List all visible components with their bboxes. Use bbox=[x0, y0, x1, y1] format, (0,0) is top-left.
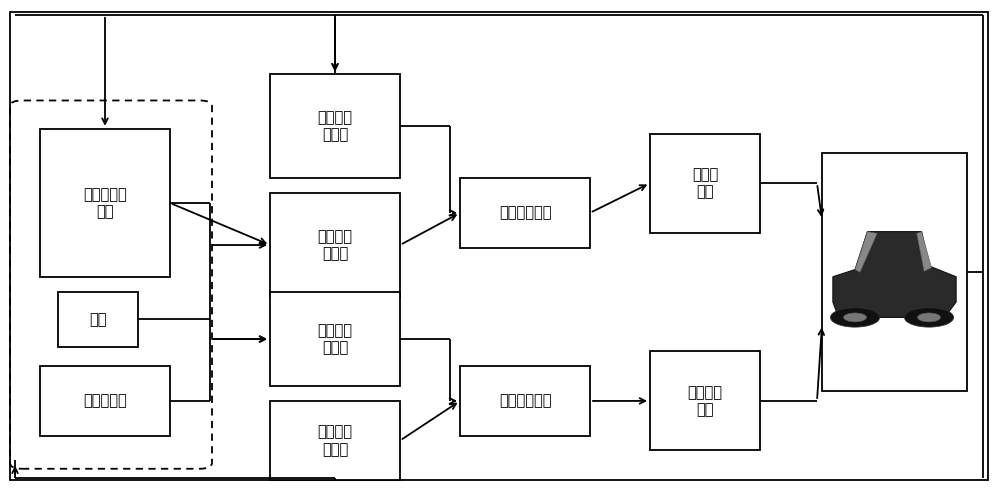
Text: 期望横摆
角速度: 期望横摆 角速度 bbox=[318, 229, 352, 261]
Bar bbox=[40, 129, 170, 277]
Bar bbox=[58, 292, 138, 346]
Bar bbox=[270, 74, 400, 178]
Bar bbox=[270, 193, 400, 297]
Bar bbox=[460, 366, 590, 436]
Polygon shape bbox=[855, 232, 877, 272]
Text: 方向盘转角: 方向盘转角 bbox=[83, 394, 127, 408]
Bar bbox=[650, 134, 760, 233]
Text: 驱动力
分配: 驱动力 分配 bbox=[692, 167, 718, 199]
Text: 修正前轮
转角: 修正前轮 转角 bbox=[688, 385, 723, 417]
Text: 期望质心
侧偏角: 期望质心 侧偏角 bbox=[318, 323, 352, 355]
Text: 实际质心
侧偏角: 实际质心 侧偏角 bbox=[318, 424, 352, 457]
Text: 实际横摆
角速度: 实际横摆 角速度 bbox=[318, 110, 352, 143]
Bar bbox=[270, 401, 400, 480]
Text: 车速: 车速 bbox=[89, 312, 107, 327]
Bar bbox=[460, 178, 590, 248]
Polygon shape bbox=[917, 232, 931, 271]
Bar bbox=[270, 292, 400, 386]
Text: 方向盘转角
速度: 方向盘转角 速度 bbox=[83, 187, 127, 219]
Polygon shape bbox=[833, 232, 956, 322]
Ellipse shape bbox=[844, 313, 867, 322]
Bar bbox=[40, 366, 170, 436]
Text: 前轮附加转角: 前轮附加转角 bbox=[499, 394, 551, 408]
Ellipse shape bbox=[904, 308, 954, 327]
Bar bbox=[822, 153, 967, 391]
Text: 附加横摆力矩: 附加横摆力矩 bbox=[499, 205, 551, 220]
Ellipse shape bbox=[830, 308, 880, 327]
Bar bbox=[650, 351, 760, 450]
Ellipse shape bbox=[918, 313, 941, 322]
